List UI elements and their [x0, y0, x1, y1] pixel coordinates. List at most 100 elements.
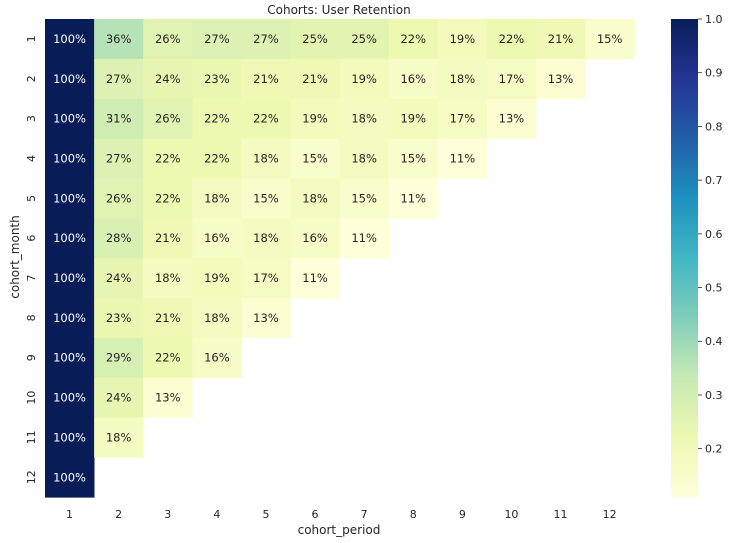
heatmap-cell-r4-c1 [45, 138, 95, 179]
heatmap-cell-r2-c5 [241, 58, 291, 100]
x-tick-label: 7 [361, 508, 368, 521]
y-tick-label: 10 [25, 391, 38, 405]
heatmap-cell-r1-c8 [388, 19, 439, 60]
x-tick-label: 12 [603, 508, 617, 521]
cell-label-r4-c9: 11% [450, 151, 476, 165]
heatmap-cell-r5-c8 [388, 178, 439, 219]
heatmap-cell-r4-c5 [241, 138, 291, 179]
heatmap-cell-r10-c2 [94, 377, 144, 418]
cell-label-r4-c4: 22% [204, 151, 230, 165]
colorbar-tick-label: 0.2 [705, 443, 723, 456]
heatmap-cell-r4-c9 [437, 138, 488, 179]
cell-label-r1-c6: 25% [302, 32, 328, 46]
x-tick-label: 2 [115, 508, 122, 521]
cell-label-r2-c6: 21% [302, 72, 328, 86]
heatmap-cell-r4-c7 [339, 138, 390, 179]
y-tick-label: 3 [25, 115, 38, 122]
cell-label-r4-c3: 22% [155, 151, 181, 165]
heatmap-cell-r10-c1 [45, 377, 95, 418]
x-tick-label: 6 [312, 508, 319, 521]
heatmap-cell-r3-c9 [437, 98, 488, 139]
cell-label-r5-c4: 18% [204, 191, 230, 205]
heatmap-cells [45, 19, 635, 498]
heatmap-cell-r1-c7 [339, 19, 390, 60]
heatmap-cell-r7-c2 [94, 258, 144, 299]
cell-label-r9-c1: 100% [53, 351, 86, 365]
heatmap-cell-r2-c8 [388, 58, 439, 100]
cell-label-r2-c10: 17% [499, 72, 525, 86]
cell-label-r7-c6: 11% [302, 271, 328, 285]
y-tick-label: 7 [25, 275, 38, 282]
cell-label-r3-c7: 18% [351, 112, 377, 126]
cell-label-r5-c7: 15% [351, 191, 377, 205]
cell-label-r2-c1: 100% [53, 72, 86, 86]
heatmap-cell-r7-c4 [192, 258, 242, 299]
cell-label-r1-c3: 26% [155, 32, 181, 46]
x-tick-label: 1 [66, 508, 73, 521]
colorbar-tick-label: 0.8 [705, 120, 723, 133]
heatmap-cell-r4-c4 [192, 138, 242, 179]
heatmap-cell-r2-c2 [94, 58, 144, 100]
heatmap-cell-r2-c3 [143, 58, 193, 100]
cell-label-r4-c2: 27% [106, 151, 132, 165]
cell-label-r3-c9: 17% [450, 112, 476, 126]
heatmap-cell-r3-c6 [290, 98, 340, 139]
y-tick-label: 4 [25, 155, 38, 162]
cell-label-r9-c3: 22% [155, 351, 181, 365]
heatmap-cell-r3-c10 [486, 98, 537, 139]
cell-label-r2-c4: 23% [204, 72, 230, 86]
cell-label-r1-c5: 27% [253, 32, 279, 46]
heatmap-cell-r2-c1 [45, 58, 95, 100]
cell-label-r10-c1: 100% [53, 391, 86, 405]
heatmap-cell-r9-c2 [94, 337, 144, 379]
heatmap-cell-r2-c11 [536, 58, 586, 100]
x-tick-label: 3 [164, 508, 171, 521]
cell-label-r11-c1: 100% [53, 430, 86, 444]
cell-label-r8-c5: 13% [253, 311, 279, 325]
x-tick-label: 5 [262, 508, 269, 521]
cell-label-r2-c7: 19% [351, 72, 377, 86]
x-tick-label: 10 [504, 508, 518, 521]
cell-label-r6-c3: 21% [155, 231, 181, 245]
heatmap-cell-r3-c5 [241, 98, 291, 139]
heatmap-cell-r7-c5 [241, 258, 291, 299]
cell-label-r1-c7: 25% [351, 32, 377, 46]
cell-label-r10-c2: 24% [106, 391, 132, 405]
heatmap-cell-r4-c3 [143, 138, 193, 179]
heatmap-cell-r5-c4 [192, 178, 242, 219]
colorbar-tick-label: 0.7 [705, 174, 723, 187]
heatmap-cell-r2-c7 [339, 58, 390, 100]
cell-label-r1-c1: 100% [53, 32, 86, 46]
heatmap-cell-r5-c3 [143, 178, 193, 219]
heatmap-cell-r9-c3 [143, 337, 193, 379]
y-tick-label: 9 [25, 354, 38, 361]
cell-label-r5-c3: 22% [155, 191, 181, 205]
heatmap-cell-r2-c4 [192, 58, 242, 100]
heatmap-cell-r1-c10 [486, 19, 537, 60]
x-tick-label: 11 [554, 508, 568, 521]
heatmap-cell-r4-c8 [388, 138, 439, 179]
heatmap-cell-r7-c1 [45, 258, 95, 299]
cell-label-r3-c3: 26% [155, 112, 181, 126]
cell-label-r1-c4: 27% [204, 32, 230, 46]
heatmap-cell-r1-c3 [143, 19, 193, 60]
heatmap-cell-r10-c3 [143, 377, 193, 418]
cell-label-r3-c4: 22% [204, 112, 230, 126]
cell-label-r2-c9: 18% [450, 72, 476, 86]
heatmap-cell-r4-c6 [290, 138, 340, 179]
cell-label-r3-c2: 31% [106, 112, 132, 126]
heatmap-cell-r2-c6 [290, 58, 340, 100]
heatmap-cell-r1-c2 [94, 19, 144, 60]
colorbar-tick-label: 0.6 [705, 228, 723, 241]
cell-label-r6-c6: 16% [302, 231, 328, 245]
cell-label-r3-c10: 13% [499, 112, 525, 126]
heatmap-cell-r7-c3 [143, 258, 193, 299]
cell-label-r3-c5: 22% [253, 112, 279, 126]
cell-label-r8-c3: 21% [155, 311, 181, 325]
heatmap-cell-r5-c1 [45, 178, 95, 219]
heatmap-cell-r6-c7 [339, 218, 390, 259]
cell-label-r9-c2: 29% [106, 351, 132, 365]
heatmap-cell-r6-c6 [290, 218, 340, 259]
cell-label-r3-c1: 100% [53, 112, 86, 126]
